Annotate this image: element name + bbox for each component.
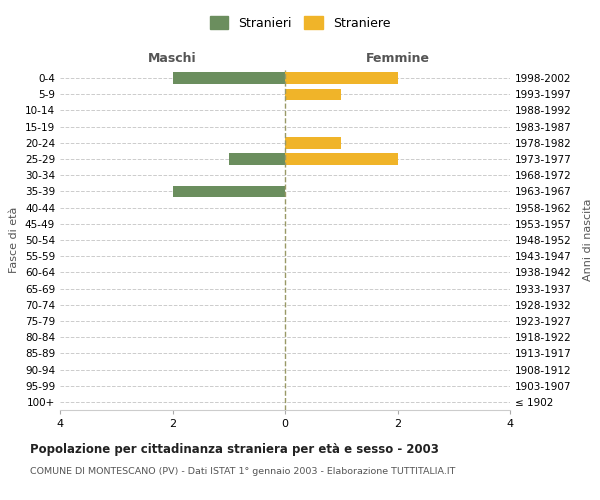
Text: Maschi: Maschi	[148, 52, 197, 65]
Text: COMUNE DI MONTESCANO (PV) - Dati ISTAT 1° gennaio 2003 - Elaborazione TUTTITALIA: COMUNE DI MONTESCANO (PV) - Dati ISTAT 1…	[30, 468, 455, 476]
Bar	[285, 154, 398, 164]
Bar	[173, 72, 285, 84]
Text: Femmine: Femmine	[365, 52, 430, 65]
Bar	[285, 137, 341, 148]
Bar	[285, 88, 341, 100]
Bar	[173, 186, 285, 197]
Legend: Stranieri, Straniere: Stranieri, Straniere	[205, 11, 395, 35]
Bar	[229, 154, 285, 164]
Y-axis label: Anni di nascita: Anni di nascita	[583, 198, 593, 281]
Bar	[285, 72, 398, 84]
Y-axis label: Fasce di età: Fasce di età	[10, 207, 19, 273]
Text: Popolazione per cittadinanza straniera per età e sesso - 2003: Popolazione per cittadinanza straniera p…	[30, 442, 439, 456]
